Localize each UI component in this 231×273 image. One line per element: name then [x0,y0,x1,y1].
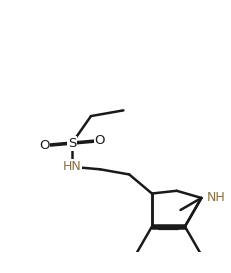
Text: HN: HN [62,160,81,173]
Text: NH: NH [206,191,224,204]
Text: O: O [94,134,105,147]
Text: S: S [67,136,76,150]
Text: O: O [39,139,49,152]
